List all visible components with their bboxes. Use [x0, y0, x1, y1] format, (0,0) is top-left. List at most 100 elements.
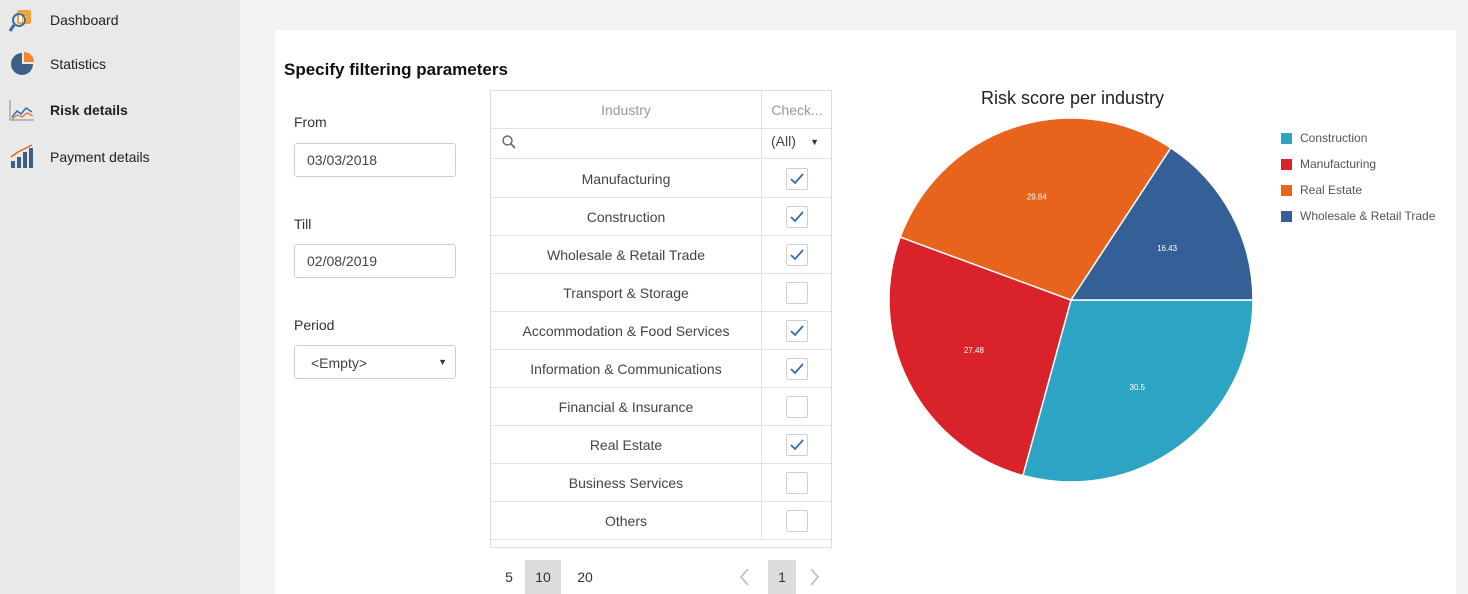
- pie-slice[interactable]: [1069, 146, 1254, 301]
- industry-cell: Accommodation & Food Services: [491, 312, 762, 349]
- pie-slice-label: 30.5: [1129, 383, 1145, 392]
- column-header-check[interactable]: Check...: [771, 101, 823, 118]
- from-label: From: [294, 114, 327, 130]
- checkbox-checked[interactable]: [786, 319, 808, 342]
- sidebar-item-label: Statistics: [50, 56, 107, 72]
- pie-slice[interactable]: [888, 236, 1072, 477]
- check-cell: [763, 312, 831, 349]
- sidebar-item-label: Risk details: [50, 102, 128, 118]
- table-row[interactable]: Manufacturing: [491, 160, 831, 198]
- sidebar-item-label: Dashboard: [50, 12, 119, 28]
- from-date-input[interactable]: [294, 143, 456, 177]
- sidebar-item-statistics[interactable]: Statistics: [0, 44, 240, 84]
- industry-cell: Others: [491, 502, 762, 539]
- industry-cell: Real Estate: [491, 426, 762, 463]
- page-title: Specify filtering parameters: [284, 60, 508, 79]
- industry-cell: Financial & Insurance: [491, 388, 762, 425]
- check-cell: [763, 274, 831, 311]
- chevron-right-icon[interactable]: [802, 564, 826, 590]
- checkmark-icon: [790, 324, 804, 336]
- industry-cell: Information & Communications: [491, 350, 762, 387]
- page-size-20[interactable]: 20: [577, 569, 593, 585]
- period-select[interactable]: <Empty> ▼: [294, 345, 456, 379]
- legend-item[interactable]: Real Estate: [1281, 182, 1362, 198]
- industry-cell: Business Services: [491, 464, 762, 501]
- legend-item[interactable]: Construction: [1281, 130, 1367, 146]
- pie-chart: 30.5 27.48 29.84 16.43: [888, 117, 1254, 483]
- table-row[interactable]: Business Services: [491, 464, 831, 502]
- table-row[interactable]: Real Estate: [491, 426, 831, 464]
- table-row[interactable]: Transport & Storage: [491, 274, 831, 312]
- period-select-value: <Empty>: [311, 355, 368, 371]
- check-filter-select[interactable]: (All) ▼: [763, 124, 831, 158]
- industry-cell: Wholesale & Retail Trade: [491, 236, 762, 273]
- checkbox-checked[interactable]: [786, 433, 808, 456]
- checkmark-icon: [790, 210, 804, 222]
- check-cell: [763, 160, 831, 197]
- bar-chart-icon: [10, 144, 33, 168]
- legend-label: Real Estate: [1300, 183, 1363, 197]
- main-panel: Specify filtering parameters From Till P…: [275, 30, 1456, 594]
- grid-filter-row: (All) ▼: [491, 124, 831, 159]
- checkbox-unchecked[interactable]: [786, 281, 808, 304]
- table-row[interactable]: Wholesale & Retail Trade: [491, 236, 831, 274]
- checkbox-checked[interactable]: [786, 357, 808, 380]
- sidebar-item-risk-details[interactable]: Risk details: [0, 90, 240, 130]
- till-date-input[interactable]: [294, 244, 456, 278]
- checkbox-checked[interactable]: [786, 243, 808, 266]
- industry-cell: Construction: [491, 198, 762, 235]
- grid-header: Industry Check...: [491, 91, 831, 129]
- page-size-5[interactable]: 5: [505, 569, 513, 585]
- column-header-industry[interactable]: Industry: [491, 91, 762, 128]
- pie-slice[interactable]: [899, 117, 1172, 301]
- check-cell: [763, 350, 831, 387]
- table-row[interactable]: Accommodation & Food Services: [491, 312, 831, 350]
- pie-slice[interactable]: [1021, 299, 1254, 483]
- checkbox-unchecked[interactable]: [786, 471, 808, 494]
- industry-grid: Industry Check... (All) ▼ Manufacturing C…: [490, 90, 832, 548]
- checkmark-icon: [790, 438, 804, 450]
- checkmark-icon: [790, 362, 804, 374]
- check-filter-value: (All): [771, 133, 796, 149]
- sidebar: Dashboard Statistics Risk details Paymen…: [0, 0, 240, 594]
- legend-label: Manufacturing: [1300, 157, 1377, 171]
- check-cell: [763, 426, 831, 463]
- industry-filter-cell[interactable]: [491, 124, 762, 158]
- pie-slice-label: 16.43: [1157, 244, 1178, 253]
- sidebar-item-payment-details[interactable]: Payment details: [0, 137, 240, 177]
- legend-item[interactable]: Manufacturing: [1281, 156, 1376, 172]
- pie-slice-label: 27.48: [964, 346, 985, 355]
- table-row[interactable]: Construction: [491, 198, 831, 236]
- checkbox-unchecked[interactable]: [786, 395, 808, 418]
- industry-cell: Transport & Storage: [491, 274, 762, 311]
- page-size-10[interactable]: 10: [525, 560, 561, 594]
- table-row[interactable]: Others: [491, 502, 831, 540]
- sidebar-item-label: Payment details: [50, 149, 150, 165]
- chevron-down-icon: ▼: [810, 137, 819, 147]
- till-label: Till: [294, 216, 312, 232]
- checkbox-checked[interactable]: [786, 205, 808, 228]
- period-label: Period: [294, 317, 335, 333]
- legend-item[interactable]: Wholesale & Retail Trade: [1281, 208, 1435, 224]
- checkbox-checked[interactable]: [786, 167, 808, 190]
- pie-slice-label: 29.84: [1027, 192, 1048, 201]
- table-row[interactable]: Information & Communications: [491, 350, 831, 388]
- chevron-left-icon[interactable]: [733, 564, 757, 590]
- legend-label: Construction: [1300, 131, 1368, 145]
- legend-swatch: [1281, 210, 1292, 222]
- legend-label: Wholesale & Retail Trade: [1300, 209, 1436, 223]
- table-row[interactable]: Financial & Insurance: [491, 388, 831, 426]
- check-cell: [763, 464, 831, 501]
- checkmark-icon: [790, 172, 804, 184]
- check-cell: [763, 198, 831, 235]
- pie-chart-icon: [11, 52, 34, 75]
- chart-title: Risk score per industry: [981, 88, 1165, 108]
- check-cell: [763, 388, 831, 425]
- check-cell: [763, 502, 831, 539]
- page-number-button[interactable]: 1: [768, 560, 796, 594]
- chevron-down-icon: ▼: [438, 357, 447, 367]
- search-icon: [502, 135, 516, 149]
- checkbox-unchecked[interactable]: [786, 509, 808, 532]
- sidebar-item-dashboard[interactable]: Dashboard: [0, 0, 240, 40]
- legend-swatch: [1281, 132, 1292, 144]
